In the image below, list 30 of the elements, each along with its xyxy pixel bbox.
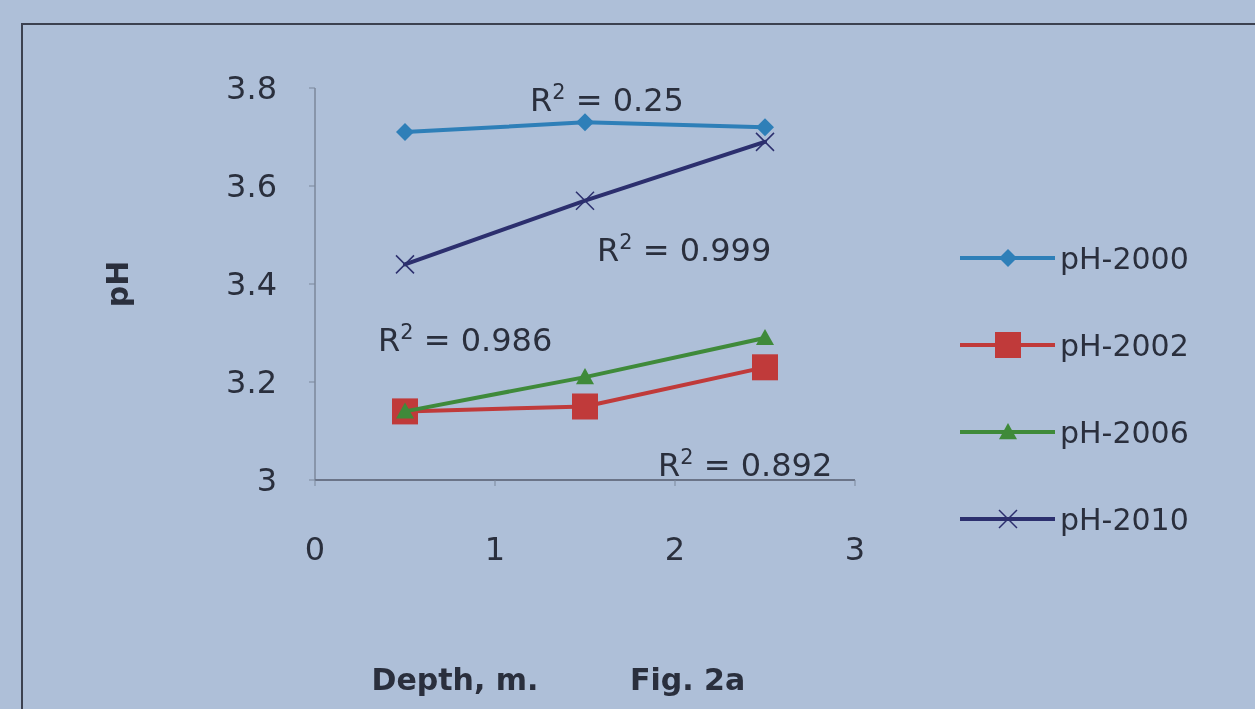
legend-label: pH-2006 bbox=[1060, 414, 1189, 450]
point bbox=[576, 368, 594, 385]
y-tick-label: 3.6 bbox=[226, 167, 277, 206]
y-tick-label: 3 bbox=[256, 461, 277, 500]
point bbox=[395, 254, 415, 275]
legend-label: pH-2002 bbox=[1060, 327, 1189, 363]
x-axis-title: Depth, m. bbox=[371, 662, 539, 697]
y-tick-label: 3.2 bbox=[226, 363, 277, 402]
point bbox=[572, 393, 598, 420]
point bbox=[575, 190, 595, 211]
annotation: R$^{2}$ = 0.999 bbox=[597, 230, 772, 270]
x-tick-label: 3 bbox=[844, 530, 866, 568]
point bbox=[755, 132, 775, 152]
legend-label: pH-2000 bbox=[1060, 240, 1189, 276]
y-tick-label: 3.8 bbox=[226, 69, 277, 108]
y-tick-label: 3.4 bbox=[226, 265, 277, 304]
annotation: R$^{2}$ = 0.892 bbox=[658, 445, 833, 485]
x-tick-label: 2 bbox=[664, 530, 686, 568]
point bbox=[576, 113, 594, 132]
caption: Fig. 2a bbox=[630, 662, 746, 697]
point bbox=[752, 354, 778, 381]
point bbox=[756, 118, 774, 137]
x-tick-label: 1 bbox=[484, 530, 506, 568]
y-axis-title: pH bbox=[100, 260, 135, 308]
point bbox=[756, 328, 774, 346]
annotation: R$^{2}$ = 0.25 bbox=[530, 80, 684, 120]
legend-label: pH-2010 bbox=[1060, 501, 1189, 537]
annotation: R$^{2}$ = 0.986 bbox=[378, 320, 553, 360]
x-tick-label: 0 bbox=[304, 530, 326, 568]
point bbox=[396, 123, 414, 142]
